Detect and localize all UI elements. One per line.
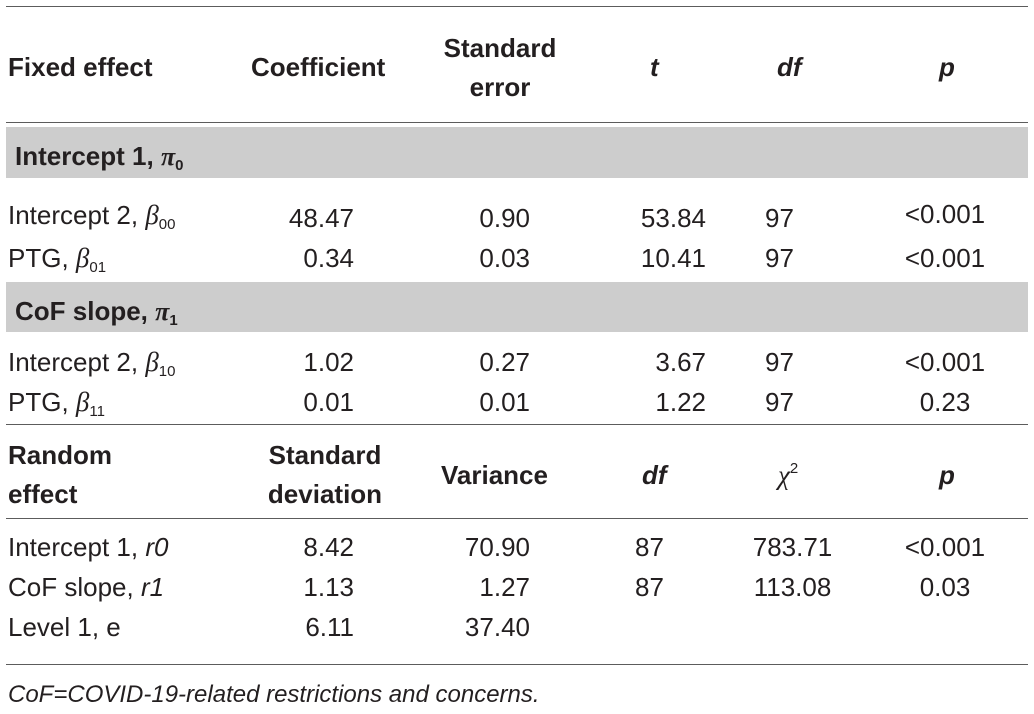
cell-standard-error: 0.27 [479, 347, 530, 377]
cell-p: 0.23 [919, 387, 971, 417]
section-band-cof-slope [6, 282, 1028, 332]
cell-p: <0.001 [904, 199, 986, 229]
cell-t: 3.67 [655, 347, 706, 377]
row-label-text: Intercept 2, [8, 347, 146, 377]
row-label: Intercept 2, β00 [8, 200, 175, 235]
header-chi-squared: χ2 [778, 460, 798, 495]
cell-variance: 1.27 [479, 572, 530, 602]
cell-df: 87 [635, 572, 664, 602]
cell-df: 87 [635, 532, 664, 562]
row-label-text: Intercept 1, [8, 532, 146, 562]
section-label-cof-slope: CoF slope, π1 [15, 296, 178, 331]
header-standard-error-line1: Standard [443, 33, 557, 63]
cell-df: 97 [765, 243, 794, 273]
top-rule [6, 6, 1028, 7]
cell-df: 97 [765, 347, 794, 377]
row-label-text: PTG, [8, 387, 76, 417]
cell-variance: 70.90 [464, 532, 530, 562]
beta-subscript: 01 [89, 259, 107, 276]
beta-symbol: β [75, 387, 90, 417]
random-header-rule [6, 518, 1028, 519]
header-df: df [642, 460, 667, 490]
beta-symbol: β [145, 200, 159, 230]
header-fixed-effect: Fixed effect [8, 52, 153, 82]
cell-coefficient: 1.02 [303, 347, 354, 377]
cell-chi-squared: 113.08 [753, 572, 832, 602]
header-standard-deviation-line2: deviation [267, 479, 383, 509]
header-rule [6, 122, 1028, 123]
cell-standard-error: 0.90 [479, 203, 530, 233]
row-label: PTG, β01 [8, 243, 106, 278]
pi-subscript: 0 [175, 157, 184, 174]
cell-p: <0.001 [904, 347, 986, 377]
cell-t: 10.41 [640, 243, 706, 273]
row-label-text: CoF slope, [8, 572, 141, 602]
beta-subscript: 11 [89, 403, 105, 420]
cell-standard-error: 0.01 [479, 387, 530, 417]
table-footnote: CoF=COVID-19-related restrictions and co… [8, 681, 540, 708]
cell-variance: 37.40 [464, 612, 530, 642]
beta-subscript: 00 [158, 216, 176, 233]
cell-p: <0.001 [904, 243, 986, 273]
cell-standard-deviation: 1.13 [303, 572, 354, 602]
cell-standard-deviation: 6.11 [305, 612, 354, 642]
row-label: Intercept 1, r0 [8, 532, 168, 562]
row-label-text: Intercept 2, [8, 200, 146, 230]
header-p: p [939, 52, 955, 82]
section-label-intercept: Intercept 1, π0 [15, 141, 183, 176]
row-label: Level 1, e [8, 612, 121, 642]
header-coefficient: Coefficient [251, 52, 386, 82]
row-label: PTG, β11 [8, 387, 105, 422]
bottom-rule [6, 664, 1028, 665]
cell-standard-error: 0.03 [479, 243, 530, 273]
header-t: t [650, 52, 659, 82]
cell-p: 0.03 [919, 572, 971, 602]
cell-chi-squared: 783.71 [752, 532, 833, 562]
row-label: Intercept 2, β10 [8, 347, 175, 382]
cell-coefficient: 0.34 [303, 243, 354, 273]
section-label-text: CoF slope, [15, 296, 156, 326]
section-band-intercept [6, 127, 1028, 178]
cell-coefficient: 0.01 [303, 387, 354, 417]
cell-df: 97 [765, 387, 794, 417]
cell-t: 1.22 [655, 387, 706, 417]
section-label-text: Intercept 1, [15, 141, 161, 171]
header-random-effect-line2: effect [8, 479, 78, 509]
header-variance: Variance [441, 460, 548, 490]
chi-symbol: χ [778, 460, 790, 490]
beta-subscript: 10 [158, 363, 176, 380]
section-rule [6, 424, 1028, 425]
beta-symbol: β [145, 347, 159, 377]
header-standard-error-line2: error [469, 72, 531, 102]
row-label: CoF slope, r1 [8, 572, 164, 602]
cell-coefficient: 48.47 [288, 203, 354, 233]
header-df: df [777, 52, 802, 82]
row-label-text: PTG, [8, 243, 76, 273]
pi-subscript: 1 [169, 312, 178, 329]
header-standard-deviation-line1: Standard [268, 440, 382, 470]
cell-t: 53.84 [640, 203, 706, 233]
pi-symbol: π [160, 142, 176, 171]
row-term: r0 [145, 532, 169, 562]
pi-symbol: π [155, 297, 170, 326]
header-random-effect-line1: Random [8, 440, 112, 470]
row-label-text: Level 1, e [8, 612, 121, 642]
beta-symbol: β [75, 243, 90, 273]
cell-standard-deviation: 8.42 [303, 532, 354, 562]
chi-superscript: 2 [789, 460, 799, 477]
cell-df: 97 [765, 203, 794, 233]
cell-p: <0.001 [904, 532, 986, 562]
header-p: p [939, 460, 955, 490]
row-term: r1 [140, 572, 165, 602]
